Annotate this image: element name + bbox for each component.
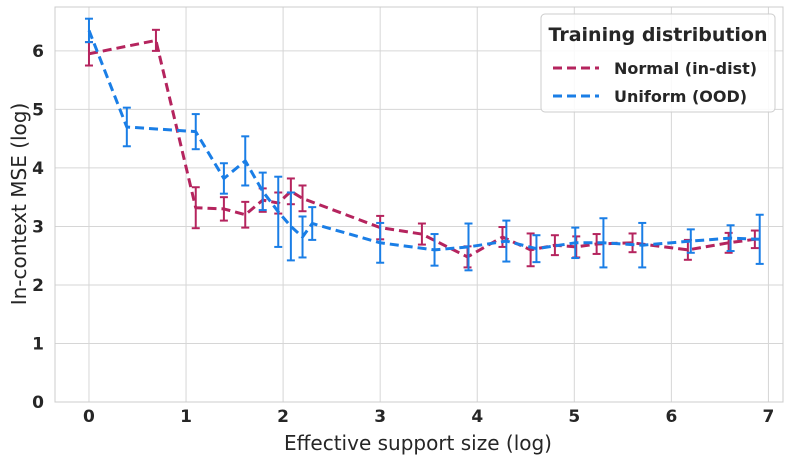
x-axis-label: Effective support size (log) xyxy=(284,431,552,455)
y-tick-label: 0 xyxy=(32,393,44,413)
series-uniform xyxy=(84,17,764,272)
x-tick-label: 1 xyxy=(180,407,192,427)
x-tick-label: 4 xyxy=(471,407,483,427)
y-tick-label: 5 xyxy=(32,100,44,120)
tick-labels: 0 1 2 3 4 5 6 7 0 1 2 3 4 5 6 xyxy=(32,42,774,427)
series-line xyxy=(87,29,760,252)
legend-box xyxy=(540,13,776,113)
x-tick-label: 2 xyxy=(277,407,289,427)
y-axis-label: In-context MSE (log) xyxy=(7,103,31,306)
x-tick-label: 6 xyxy=(665,407,677,427)
y-tick-label: 6 xyxy=(32,42,44,62)
y-tick-label: 1 xyxy=(32,334,44,354)
x-tick-label: 3 xyxy=(374,407,386,427)
x-tick-label: 5 xyxy=(568,407,580,427)
x-tick-label: 7 xyxy=(763,407,775,427)
series-layer xyxy=(84,17,764,272)
y-tick-label: 3 xyxy=(32,217,44,237)
x-tick-label: 0 xyxy=(83,407,95,427)
y-tick-label: 4 xyxy=(32,159,44,179)
y-tick-label: 2 xyxy=(32,276,44,296)
legend-title: Training distribution xyxy=(548,24,767,46)
legend: Training distribution Normal (in-dist) U… xyxy=(540,13,776,113)
legend-entry-uniform: Uniform (OOD) xyxy=(614,87,747,106)
plot-frame xyxy=(54,6,784,403)
legend-entry-normal: Normal (in-dist) xyxy=(614,59,757,78)
